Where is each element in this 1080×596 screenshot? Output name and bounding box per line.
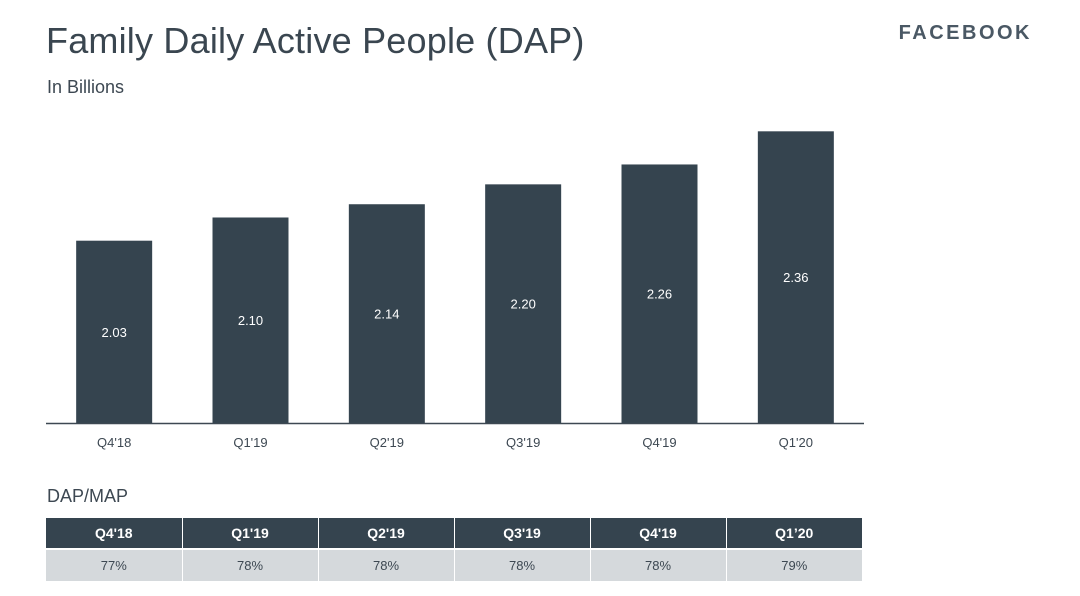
bar-1	[212, 217, 289, 423]
bar-value-label: 2.26	[647, 287, 672, 302]
dap-map-value-cell: 77%	[46, 549, 183, 581]
bar-value-label: 2.03	[102, 325, 127, 340]
dap-map-header-cell: Q1’20	[726, 518, 862, 550]
dap-map-header-cell: Q3'19	[454, 518, 591, 550]
dap-map-header-cell: Q1'19	[182, 518, 319, 550]
bar-5	[757, 131, 834, 423]
x-tick-label: Q4'18	[97, 435, 131, 450]
dap-map-title: DAP/MAP	[47, 486, 129, 506]
dap-map-value-cell: 79%	[726, 549, 862, 581]
dap-map-value-cell: 78%	[454, 549, 591, 581]
bar-value-label: 2.20	[511, 297, 536, 312]
dap-map-value-cell: 78%	[318, 549, 455, 581]
dap-map-value-cell: 78%	[182, 549, 319, 581]
bar-value-label: 2.36	[783, 270, 808, 285]
page-subtitle: In Billions	[47, 77, 125, 97]
x-tick-label: Q1'19	[233, 435, 267, 450]
bar-2	[348, 204, 425, 423]
x-tick-label: Q4'19	[642, 435, 676, 450]
dap-map-header-cell: Q2'19	[318, 518, 455, 550]
dap-map-value-row: 77% 78% 78% 78% 78% 79%	[46, 549, 862, 581]
x-tick-label: Q3'19	[506, 435, 540, 450]
bar-0	[76, 240, 153, 423]
x-tick-label: Q1'20	[779, 435, 813, 450]
x-tick-label: Q2'19	[370, 435, 404, 450]
dap-map-table: Q4'18 Q1'19 Q2'19 Q3'19 Q4'19 Q1’20 77% …	[46, 518, 862, 581]
bar-4	[621, 164, 698, 423]
dap-map-header-cell: Q4'18	[46, 518, 183, 550]
dap-map-header-cell: Q4'19	[590, 518, 727, 550]
bar-value-label: 2.10	[238, 313, 263, 328]
brand-logo: FACEBOOK	[898, 22, 1032, 44]
page-title: Family Daily Active People (DAP)	[46, 20, 585, 61]
dap-map-value-cell: 78%	[590, 549, 727, 581]
dap-map-header-row: Q4'18 Q1'19 Q2'19 Q3'19 Q4'19 Q1’20	[46, 518, 862, 550]
bar-3	[485, 184, 562, 423]
dap-bar-chart: 2.03 Q4'18 2.10 Q1'19 2.14 Q2'19 2.20 Q3'19 2.26…	[46, 131, 864, 450]
bar-value-label: 2.14	[374, 307, 399, 322]
